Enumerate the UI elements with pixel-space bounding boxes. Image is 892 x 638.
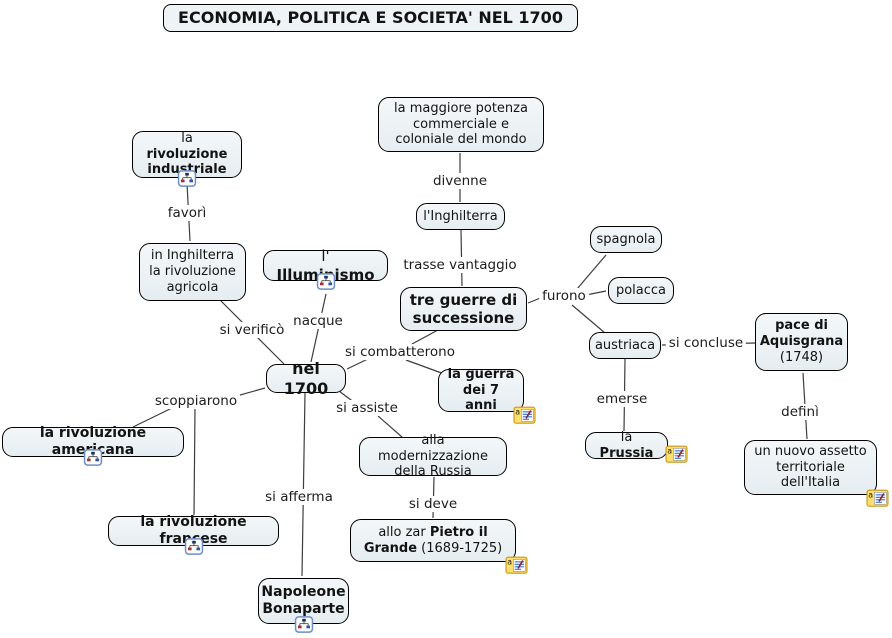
node-text: Napoleone Bonaparte — [261, 583, 346, 617]
node-text: la guerra dei 7 anni — [447, 366, 515, 414]
link-label-si-concluse[interactable]: si concluse — [665, 335, 747, 351]
link-label-si-deve[interactable]: si deve — [405, 496, 461, 512]
node-polacca[interactable]: polacca — [608, 277, 674, 304]
link-label-si-afferma[interactable]: si afferma — [262, 489, 336, 505]
node-tre-guerre[interactable]: tre guerre di successione — [400, 287, 527, 331]
node-rivoluzione-americana[interactable]: la rivoluzione americana — [2, 425, 184, 466]
svg-text:a: a — [868, 491, 873, 500]
node-maggiore-potenza[interactable]: la maggiore potenza commerciale e coloni… — [378, 97, 544, 152]
node-text: in Inghilterra la rivoluzione agricola — [149, 248, 236, 295]
node-illuminismo[interactable]: l' Illuminismo — [263, 247, 388, 290]
node-text: la rivoluzione industriale — [146, 130, 228, 178]
nested-concept-map-icon[interactable] — [184, 538, 203, 555]
node-text: allo zar Pietro il Grande (1689-1725) — [363, 524, 503, 556]
link-label-emerse[interactable]: emerse — [593, 391, 651, 407]
node-text: la maggiore potenza commerciale e coloni… — [394, 100, 528, 148]
map-title[interactable]: ECONOMIA, POLITICA E SOCIETA' NEL 1700 — [163, 4, 578, 32]
node-austriaca[interactable]: austriaca — [589, 332, 661, 359]
node-nel-1700[interactable]: nel 1700 — [266, 359, 346, 398]
link-label-si-assiste[interactable]: si assiste — [333, 400, 401, 416]
node-spagnola[interactable]: spagnola — [590, 226, 662, 253]
svg-text:a: a — [507, 558, 512, 567]
node-pace-aquisgrana[interactable]: pace di Aquisgrana (1748) — [755, 313, 848, 371]
nested-concept-map-icon[interactable] — [83, 449, 103, 466]
node-pietro-il-grande[interactable]: allo zar Pietro il Grande (1689-1725) a — [350, 519, 528, 574]
node-text: nel 1700 — [283, 358, 329, 398]
link-label-favori[interactable]: favorì — [164, 205, 210, 221]
node-text: alla modernizzazione della Russia — [377, 432, 489, 480]
annotation-note-icon[interactable]: a — [513, 406, 536, 424]
node-inghilterra[interactable]: l'Inghilterra — [416, 203, 505, 230]
link-label-divenne[interactable]: divenne — [429, 173, 491, 189]
node-prussia[interactable]: la Prussia a — [585, 429, 688, 463]
node-text: un nuovo assetto territoriale dell'Itali… — [754, 443, 867, 491]
node-napoleone[interactable]: Napoleone Bonaparte — [258, 578, 349, 633]
node-text: austriaca — [594, 337, 656, 353]
node-text: tre guerre di successione — [409, 290, 518, 327]
annotation-note-icon[interactable]: a — [866, 489, 889, 507]
node-guerra-7-anni[interactable]: la guerra dei 7 anni a — [438, 366, 536, 424]
node-text: la Prussia — [599, 429, 654, 461]
node-text: polacca — [615, 282, 667, 298]
link-label-furono[interactable]: furono — [539, 288, 589, 304]
svg-text:a: a — [515, 408, 520, 417]
annotation-note-icon[interactable]: a — [505, 556, 528, 574]
node-assetto-italia[interactable]: un nuovo assetto territoriale dell'Itali… — [744, 440, 889, 507]
annotation-note-icon[interactable]: a — [665, 445, 688, 463]
node-rivoluzione-industriale[interactable]: la rivoluzione industriale — [132, 130, 242, 187]
node-modernizzazione-russia[interactable]: alla modernizzazione della Russia — [359, 433, 507, 479]
node-rivoluzione-francese[interactable]: la rivoluzione francese — [108, 514, 279, 555]
svg-text:a: a — [667, 447, 672, 456]
nested-concept-map-icon[interactable] — [316, 273, 335, 290]
node-text: pace di Aquisgrana (1748) — [759, 318, 844, 365]
link-label-si-combatterono[interactable]: si combatterono — [342, 344, 458, 360]
link-label-trasse-vantaggio[interactable]: trasse vantaggio — [400, 257, 520, 273]
link-label-defini[interactable]: definì — [778, 404, 822, 420]
link-label-scoppiarono[interactable]: scoppiarono — [151, 393, 241, 409]
node-text: spagnola — [596, 231, 656, 247]
link-label-nacque[interactable]: nacque — [290, 313, 346, 329]
nested-concept-map-icon[interactable] — [294, 616, 313, 633]
nested-concept-map-icon[interactable] — [177, 170, 197, 187]
node-rivoluzione-agricola[interactable]: in Inghilterra la rivoluzione agricola — [139, 243, 246, 301]
link-label-si-verifico[interactable]: si verificò — [216, 322, 288, 338]
node-text: l'Inghilterra — [423, 208, 498, 224]
